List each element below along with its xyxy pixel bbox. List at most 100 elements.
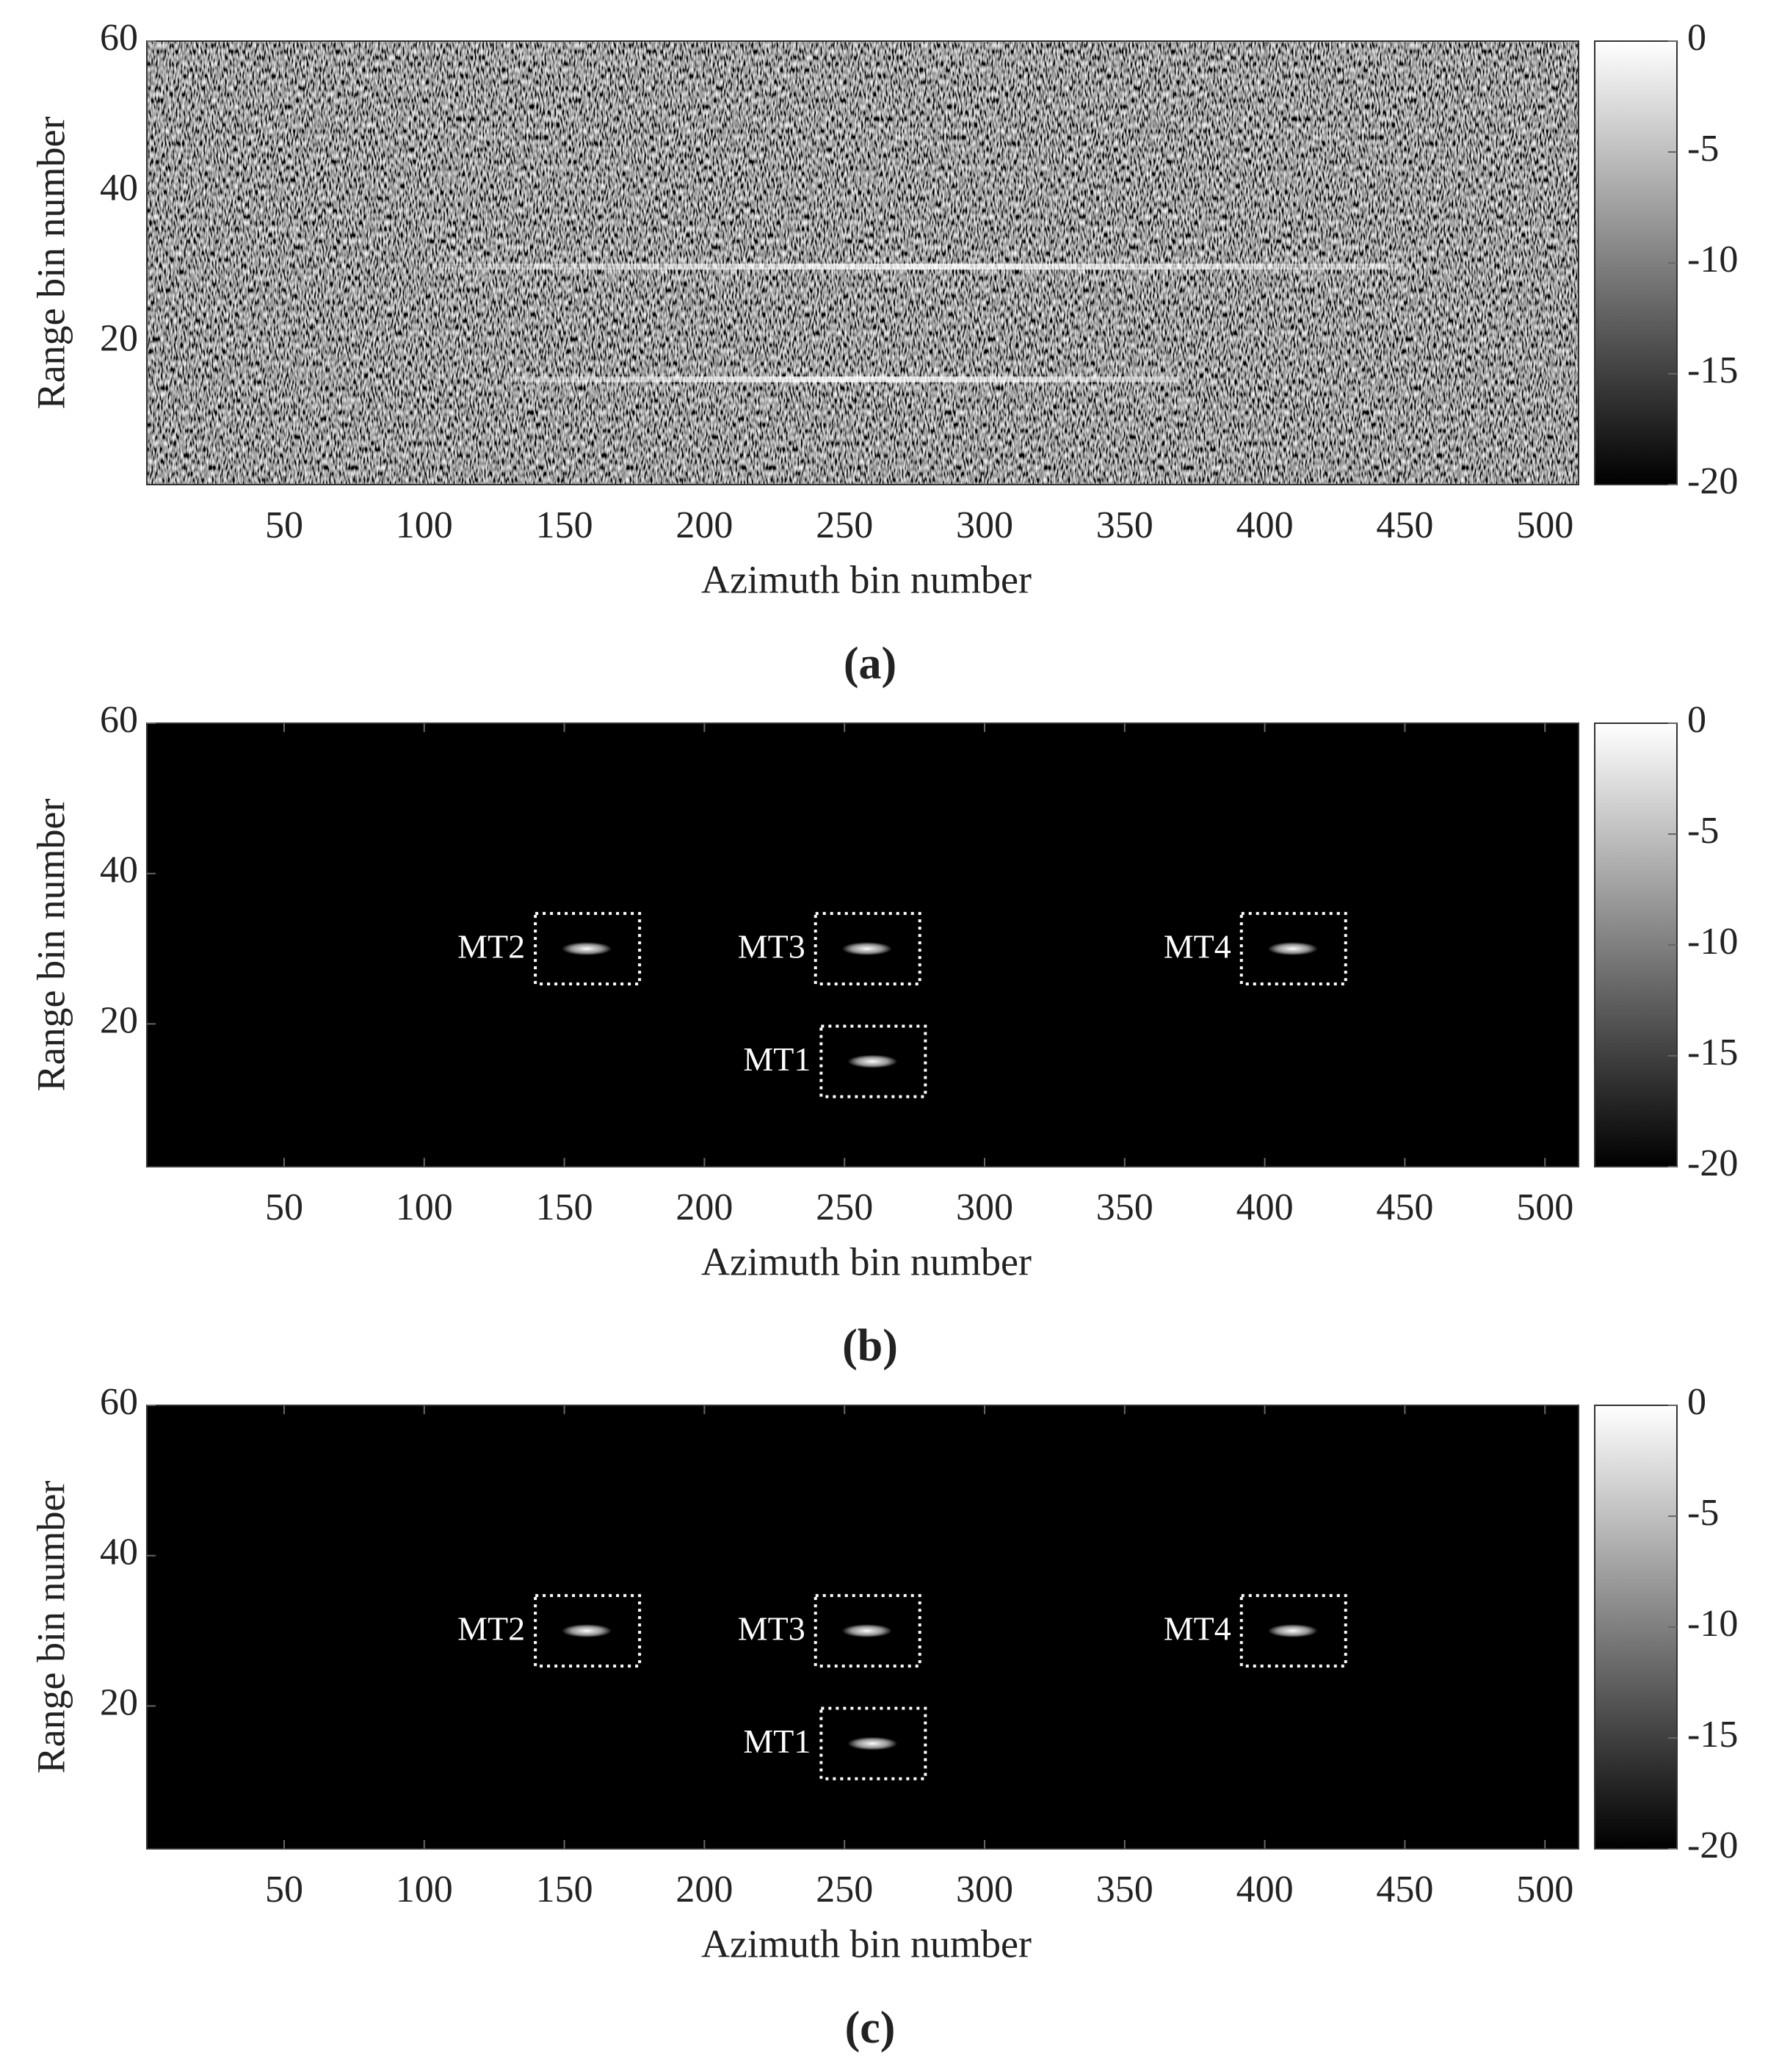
target-spot <box>847 1054 898 1068</box>
plot-frame <box>146 722 1579 1167</box>
y-tick-label: 40 <box>100 850 138 891</box>
x-tick-label: 300 <box>956 1869 1013 1910</box>
panel: 50 100 150 200 250 300 350 400 450 500 20 40 60 Azimu… <box>29 17 1738 689</box>
target-box <box>534 912 642 986</box>
noise-texture <box>147 41 1579 485</box>
target-label: MT1 <box>743 1040 811 1078</box>
x-tick-label: 450 <box>1376 504 1433 546</box>
colorbar-tick-label: -20 <box>1687 1825 1738 1866</box>
target-box <box>814 1594 921 1668</box>
streak <box>508 376 1181 383</box>
y-axis-label: Range bin number <box>29 1481 73 1774</box>
x-tick-label: 200 <box>675 504 733 546</box>
colorbar-tick-label: -10 <box>1687 239 1738 280</box>
x-axis-label: Azimuth bin number <box>701 557 1032 601</box>
y-tick-label: 20 <box>100 1681 138 1723</box>
target-box <box>819 1706 927 1781</box>
target-spot <box>841 1624 892 1638</box>
x-tick-label: 350 <box>1096 1187 1153 1228</box>
target-box <box>814 912 921 986</box>
target-box <box>1239 1594 1347 1668</box>
x-tick-label: 250 <box>816 504 873 546</box>
panel-label: (a) <box>844 639 896 689</box>
x-tick-label: 100 <box>396 1187 453 1228</box>
x-tick-label: 50 <box>265 1869 303 1910</box>
target-label: MT2 <box>457 928 525 966</box>
colorbar-tick-label: -15 <box>1687 1032 1738 1073</box>
x-tick-label: 200 <box>675 1187 733 1228</box>
target-box <box>1239 912 1347 986</box>
target-label: MT4 <box>1164 928 1231 966</box>
streak <box>438 264 1405 270</box>
colorbar-tick-label: -15 <box>1687 1714 1738 1756</box>
target-spot <box>562 1624 612 1638</box>
y-tick-label: 60 <box>100 1381 138 1423</box>
colorbar-tick-label: -5 <box>1687 1492 1719 1534</box>
y-tick-label: 20 <box>100 999 138 1041</box>
target-spot <box>1267 942 1318 956</box>
x-tick-label: 100 <box>396 504 453 546</box>
colorbar <box>1594 40 1678 485</box>
colorbar <box>1594 722 1678 1167</box>
colorbar-tick-label: -5 <box>1687 128 1719 170</box>
target-spot <box>847 1736 898 1750</box>
x-tick-label: 500 <box>1516 1869 1573 1910</box>
colorbar <box>1594 1405 1678 1850</box>
x-tick-label: 500 <box>1516 504 1573 546</box>
x-tick-label: 100 <box>396 1869 453 1910</box>
colorbar-tick-label: 0 <box>1687 699 1706 741</box>
target-label: MT3 <box>738 1610 805 1648</box>
colorbar-tick-label: -20 <box>1687 1142 1738 1184</box>
x-tick-label: 500 <box>1516 1187 1573 1228</box>
target-label: MT4 <box>1164 1610 1231 1648</box>
x-tick-label: 450 <box>1376 1869 1433 1910</box>
target-label: MT1 <box>743 1723 811 1760</box>
colorbar-tick-label: -5 <box>1687 810 1719 852</box>
plot-frame <box>146 40 1579 485</box>
colorbar-tick-label: -10 <box>1687 921 1738 963</box>
x-tick-label: 50 <box>265 1187 303 1228</box>
x-tick-label: 200 <box>675 1869 733 1910</box>
target-label: MT2 <box>457 1610 525 1648</box>
y-tick-label: 60 <box>100 17 138 59</box>
plot-frame <box>146 1405 1579 1850</box>
x-tick-label: 350 <box>1096 504 1153 546</box>
y-tick-label: 40 <box>100 1532 138 1573</box>
x-tick-label: 300 <box>956 504 1013 546</box>
y-axis-label: Range bin number <box>29 799 73 1092</box>
y-tick-label: 40 <box>100 167 138 209</box>
x-tick-label: 150 <box>536 1869 593 1910</box>
x-tick-label: 50 <box>265 504 303 546</box>
target-label: MT3 <box>738 928 805 966</box>
target-spot <box>562 942 612 956</box>
x-tick-label: 400 <box>1236 1869 1294 1910</box>
x-tick-label: 400 <box>1236 1187 1294 1228</box>
x-tick-label: 450 <box>1376 1187 1433 1228</box>
colorbar-tick-label: 0 <box>1687 17 1706 59</box>
x-tick-label: 300 <box>956 1187 1013 1228</box>
x-tick-label: 350 <box>1096 1869 1153 1910</box>
x-axis-label: Azimuth bin number <box>701 1239 1032 1283</box>
x-tick-label: 150 <box>536 504 593 546</box>
colorbar-tick-label: 0 <box>1687 1381 1706 1423</box>
x-tick-label: 400 <box>1236 504 1294 546</box>
target-spot <box>1267 1624 1318 1638</box>
y-axis-label: Range bin number <box>29 117 73 410</box>
panel-label: (b) <box>842 1321 898 1371</box>
colorbar-tick-label: -15 <box>1687 349 1738 391</box>
colorbar-tick-label: -20 <box>1687 460 1738 502</box>
target-box <box>819 1024 927 1098</box>
y-tick-label: 20 <box>100 317 138 359</box>
x-tick-label: 250 <box>816 1187 873 1228</box>
y-tick-label: 60 <box>100 699 138 741</box>
x-tick-label: 150 <box>536 1187 593 1228</box>
colorbar-tick-label: -10 <box>1687 1603 1738 1645</box>
x-tick-label: 250 <box>816 1869 873 1910</box>
target-box <box>534 1594 642 1668</box>
panel-label: (c) <box>845 2003 896 2053</box>
target-spot <box>841 942 892 956</box>
x-axis-label: Azimuth bin number <box>701 1921 1032 1966</box>
